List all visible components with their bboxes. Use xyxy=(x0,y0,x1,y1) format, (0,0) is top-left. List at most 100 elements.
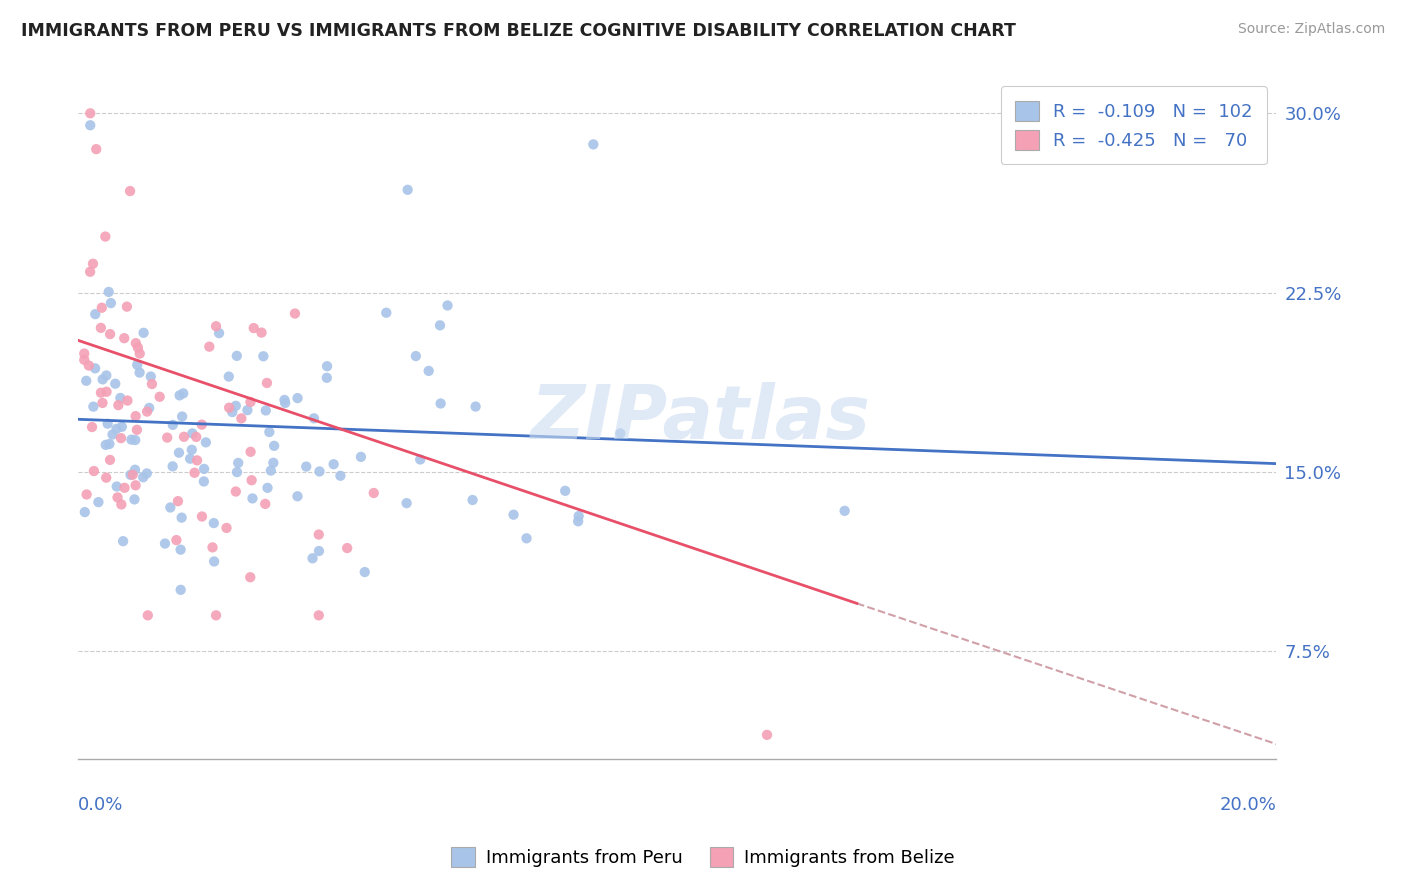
Legend: Immigrants from Peru, Immigrants from Belize: Immigrants from Peru, Immigrants from Be… xyxy=(444,839,962,874)
Point xyxy=(127,358,149,372)
Point xyxy=(429,396,451,410)
Point xyxy=(87,495,110,509)
Point xyxy=(170,510,193,524)
Point xyxy=(110,391,132,405)
Point xyxy=(259,425,281,439)
Point xyxy=(316,359,339,374)
Point xyxy=(308,544,330,558)
Point xyxy=(194,435,217,450)
Point xyxy=(239,395,262,409)
Point xyxy=(218,401,240,415)
Point xyxy=(169,388,191,402)
Point xyxy=(231,411,253,425)
Point xyxy=(429,318,451,333)
Point xyxy=(162,459,184,474)
Point xyxy=(135,467,157,481)
Point xyxy=(395,496,418,510)
Point xyxy=(254,497,277,511)
Point xyxy=(107,491,129,505)
Point xyxy=(76,487,98,501)
Point xyxy=(136,404,159,418)
Point xyxy=(128,346,150,360)
Point xyxy=(287,391,309,405)
Point xyxy=(254,403,277,417)
Point xyxy=(96,384,118,399)
Point xyxy=(125,336,148,351)
Point xyxy=(202,516,225,530)
Point xyxy=(554,483,576,498)
Point xyxy=(242,491,264,506)
Point xyxy=(375,306,398,320)
Point xyxy=(250,326,273,340)
Point xyxy=(120,184,142,198)
Point xyxy=(172,386,194,401)
Point xyxy=(107,398,129,412)
Point xyxy=(186,430,208,444)
Text: 20.0%: 20.0% xyxy=(1219,797,1277,814)
Text: IMMIGRANTS FROM PERU VS IMMIGRANTS FROM BELIZE COGNITIVE DISABILITY CORRELATION : IMMIGRANTS FROM PERU VS IMMIGRANTS FROM … xyxy=(21,22,1017,40)
Point xyxy=(90,301,112,315)
Point xyxy=(110,431,132,445)
Point xyxy=(149,390,172,404)
Point xyxy=(73,505,96,519)
Point xyxy=(110,498,132,512)
Point xyxy=(409,452,432,467)
Point xyxy=(302,411,325,425)
Point xyxy=(609,426,631,441)
Point xyxy=(181,426,204,441)
Point xyxy=(186,453,208,467)
Point xyxy=(112,331,135,345)
Point xyxy=(73,346,96,360)
Point xyxy=(256,376,278,390)
Point xyxy=(225,349,247,363)
Point xyxy=(218,369,240,384)
Point xyxy=(336,541,359,555)
Point xyxy=(215,521,238,535)
Point xyxy=(170,582,193,597)
Point xyxy=(205,319,228,334)
Point xyxy=(121,467,143,482)
Point xyxy=(79,265,101,279)
Point xyxy=(502,508,524,522)
Point xyxy=(165,533,187,547)
Point xyxy=(436,298,458,312)
Point xyxy=(96,471,118,485)
Point xyxy=(84,142,107,156)
Point xyxy=(225,484,247,499)
Point xyxy=(834,504,856,518)
Point xyxy=(274,396,297,410)
Point xyxy=(153,536,176,550)
Point xyxy=(105,422,128,436)
Point xyxy=(262,456,284,470)
Point xyxy=(82,400,104,414)
Point xyxy=(94,438,117,452)
Point xyxy=(98,327,121,342)
Point xyxy=(132,470,155,484)
Point xyxy=(105,479,128,493)
Point xyxy=(179,451,201,466)
Point xyxy=(295,459,318,474)
Point xyxy=(97,285,120,299)
Point xyxy=(114,481,136,495)
Text: 0.0%: 0.0% xyxy=(79,797,124,814)
Point xyxy=(98,437,121,451)
Point xyxy=(138,401,160,415)
Point xyxy=(128,366,150,380)
Point xyxy=(139,369,162,384)
Point xyxy=(418,364,440,378)
Point xyxy=(124,433,146,447)
Point xyxy=(308,608,330,623)
Point xyxy=(308,465,330,479)
Point xyxy=(461,493,484,508)
Point xyxy=(79,106,101,120)
Point xyxy=(405,349,427,363)
Point xyxy=(236,403,259,417)
Point xyxy=(191,509,214,524)
Point xyxy=(120,433,142,447)
Point xyxy=(84,307,107,321)
Point xyxy=(83,464,105,478)
Point xyxy=(94,229,117,244)
Point xyxy=(322,457,344,471)
Point xyxy=(167,494,190,508)
Point xyxy=(353,565,375,579)
